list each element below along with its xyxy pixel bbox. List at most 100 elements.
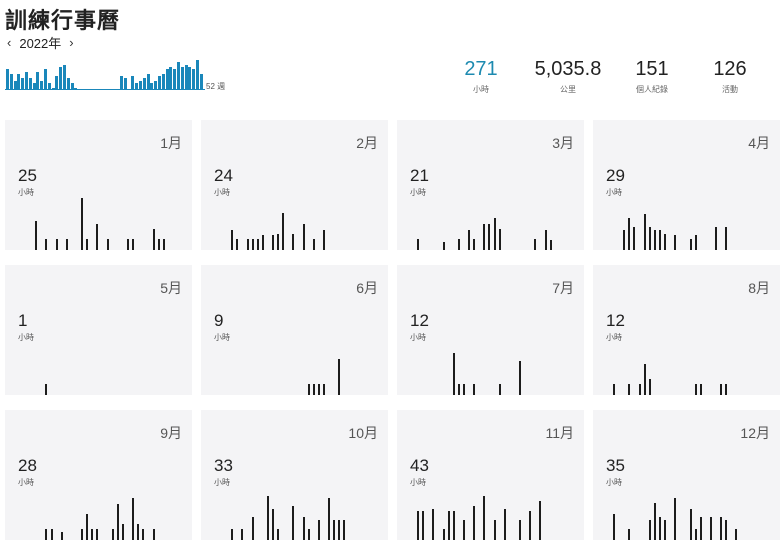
daily-bar[interactable] bbox=[116, 503, 119, 540]
daily-bar[interactable] bbox=[544, 230, 547, 250]
daily-bar[interactable] bbox=[720, 516, 723, 540]
daily-bar[interactable] bbox=[236, 238, 239, 250]
daily-bar[interactable] bbox=[725, 226, 728, 250]
daily-bar[interactable] bbox=[251, 516, 254, 540]
daily-bar[interactable] bbox=[312, 238, 315, 250]
weekly-bar[interactable] bbox=[135, 83, 139, 90]
daily-bar[interactable] bbox=[498, 229, 501, 250]
daily-bar[interactable] bbox=[45, 528, 48, 540]
daily-bar[interactable] bbox=[323, 383, 325, 395]
daily-bar[interactable] bbox=[307, 383, 310, 395]
daily-bar[interactable] bbox=[648, 226, 651, 250]
daily-bar[interactable] bbox=[256, 238, 259, 250]
weekly-bar[interactable] bbox=[13, 80, 17, 90]
daily-bar[interactable] bbox=[715, 226, 717, 250]
daily-bar[interactable] bbox=[658, 230, 661, 250]
daily-bar[interactable] bbox=[653, 230, 656, 250]
daily-bar[interactable] bbox=[338, 520, 341, 540]
daily-bar[interactable] bbox=[266, 495, 269, 540]
weekly-bar[interactable] bbox=[123, 78, 127, 90]
daily-bar[interactable] bbox=[417, 511, 419, 540]
daily-bar[interactable] bbox=[241, 528, 244, 540]
daily-bar[interactable] bbox=[251, 238, 254, 250]
daily-bar[interactable] bbox=[132, 498, 135, 540]
daily-bar[interactable] bbox=[694, 235, 697, 250]
daily-bar[interactable] bbox=[442, 242, 445, 250]
weekly-bar[interactable] bbox=[32, 83, 36, 90]
daily-bar[interactable] bbox=[96, 224, 99, 250]
month-card[interactable]: 1月 25 小時 bbox=[5, 120, 192, 250]
weekly-bar[interactable] bbox=[40, 80, 44, 90]
daily-bar[interactable] bbox=[720, 383, 723, 395]
daily-bar[interactable] bbox=[292, 506, 295, 540]
weekly-bar[interactable] bbox=[66, 78, 70, 90]
daily-bar[interactable] bbox=[483, 495, 486, 540]
daily-bar[interactable] bbox=[91, 528, 94, 540]
daily-bar[interactable] bbox=[648, 520, 651, 540]
month-card[interactable]: 6月 9 小時 bbox=[201, 265, 388, 395]
weekly-bar[interactable] bbox=[154, 80, 158, 90]
daily-bar[interactable] bbox=[529, 511, 532, 540]
daily-bar[interactable] bbox=[338, 358, 341, 395]
daily-bar[interactable] bbox=[483, 224, 486, 250]
daily-bar[interactable] bbox=[473, 506, 476, 540]
daily-bar[interactable] bbox=[246, 238, 249, 250]
weekly-bar[interactable] bbox=[21, 78, 25, 90]
daily-bar[interactable] bbox=[628, 383, 631, 395]
daily-bar[interactable] bbox=[162, 238, 165, 250]
daily-bar[interactable] bbox=[725, 520, 728, 540]
daily-bar[interactable] bbox=[493, 217, 496, 250]
daily-bar[interactable] bbox=[493, 520, 496, 540]
weekly-bar[interactable] bbox=[55, 76, 59, 90]
daily-bar[interactable] bbox=[452, 353, 455, 395]
daily-bar[interactable] bbox=[653, 502, 656, 540]
daily-bar[interactable] bbox=[699, 383, 702, 395]
daily-bar[interactable] bbox=[503, 508, 506, 540]
daily-bar[interactable] bbox=[142, 528, 145, 540]
weekly-bar[interactable] bbox=[184, 64, 188, 90]
daily-bar[interactable] bbox=[137, 524, 140, 540]
month-card[interactable]: 7月 12 小時 bbox=[397, 265, 584, 395]
weekly-bar[interactable] bbox=[36, 71, 40, 90]
daily-bar[interactable] bbox=[643, 213, 646, 250]
daily-bar[interactable] bbox=[86, 238, 89, 250]
weekly-bar[interactable] bbox=[44, 69, 47, 90]
daily-bar[interactable] bbox=[132, 238, 135, 250]
month-card[interactable]: 3月 21 小時 bbox=[397, 120, 584, 250]
daily-bar[interactable] bbox=[473, 383, 476, 395]
daily-bar[interactable] bbox=[292, 234, 295, 250]
weekly-bar[interactable] bbox=[158, 76, 161, 90]
daily-bar[interactable] bbox=[231, 528, 234, 540]
daily-bar[interactable] bbox=[442, 528, 445, 540]
weekly-bar[interactable] bbox=[47, 83, 51, 90]
weekly-bar[interactable] bbox=[146, 73, 150, 90]
daily-bar[interactable] bbox=[447, 511, 450, 540]
daily-bar[interactable] bbox=[658, 516, 661, 540]
daily-bar[interactable] bbox=[317, 520, 320, 540]
weekly-bar[interactable] bbox=[161, 73, 165, 90]
daily-bar[interactable] bbox=[81, 198, 84, 250]
daily-bar[interactable] bbox=[539, 501, 542, 540]
weekly-bar[interactable] bbox=[9, 73, 13, 90]
daily-bar[interactable] bbox=[735, 528, 738, 540]
weekly-bar[interactable] bbox=[165, 69, 169, 90]
daily-bar[interactable] bbox=[534, 238, 537, 250]
month-card[interactable]: 9月 28 小時 bbox=[5, 410, 192, 540]
daily-bar[interactable] bbox=[50, 528, 53, 540]
daily-bar[interactable] bbox=[86, 514, 89, 540]
daily-bar[interactable] bbox=[457, 238, 460, 250]
daily-bar[interactable] bbox=[452, 511, 455, 540]
daily-bar[interactable] bbox=[328, 498, 331, 540]
weekly-bar[interactable] bbox=[180, 66, 184, 90]
daily-bar[interactable] bbox=[35, 221, 38, 250]
month-card[interactable]: 10月 33 小時 bbox=[201, 410, 388, 540]
daily-bar[interactable] bbox=[468, 230, 470, 250]
daily-bar[interactable] bbox=[96, 528, 99, 540]
weekly-bar[interactable] bbox=[173, 69, 177, 90]
daily-bar[interactable] bbox=[152, 229, 155, 250]
daily-bar[interactable] bbox=[277, 528, 280, 540]
daily-bar[interactable] bbox=[152, 528, 155, 540]
daily-bar[interactable] bbox=[638, 383, 641, 395]
daily-bar[interactable] bbox=[302, 224, 305, 250]
daily-bar[interactable] bbox=[648, 379, 651, 395]
